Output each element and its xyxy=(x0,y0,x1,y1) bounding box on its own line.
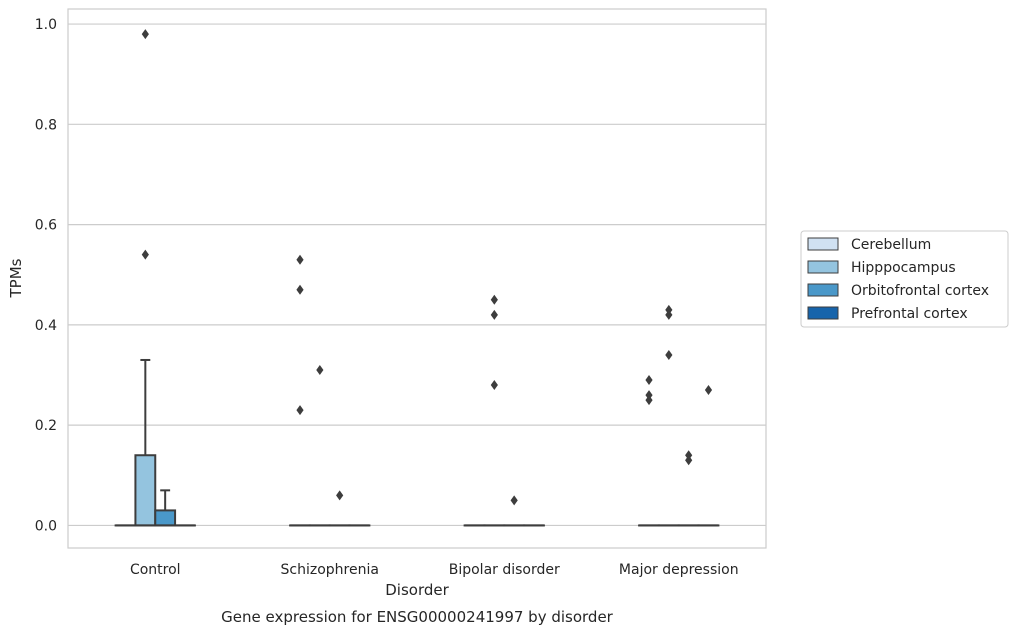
outlier-point xyxy=(685,455,693,466)
outlier-point xyxy=(490,294,498,305)
outlier-point xyxy=(704,385,713,396)
box-hipppocampus xyxy=(134,29,157,527)
outlier-point xyxy=(141,249,149,260)
box-orbitofrontal-cortex xyxy=(503,495,526,527)
box-cerebellum xyxy=(289,254,311,527)
y-tick-label: 0.2 xyxy=(35,418,57,434)
outlier-point xyxy=(510,495,518,506)
outlier-point xyxy=(645,375,653,386)
legend-label: Cerebellum xyxy=(851,237,931,253)
outlier-point xyxy=(296,254,304,265)
outlier-point xyxy=(665,349,673,360)
legend-label: Orbitofrontal cortex xyxy=(851,283,989,299)
outlier-point xyxy=(296,405,304,416)
legend-swatch xyxy=(807,283,839,297)
outlier-point xyxy=(490,309,498,320)
outlier-point xyxy=(296,284,304,295)
x-tick-label: Bipolar disorder xyxy=(449,562,560,578)
chart-caption: Gene expression for ENSG00000241997 by d… xyxy=(221,608,614,626)
y-tick-label: 0.8 xyxy=(35,117,57,133)
box-orbitofrontal-cortex xyxy=(328,490,351,527)
outlier-point xyxy=(316,365,324,376)
box-body xyxy=(134,454,157,527)
plot-area-frame xyxy=(67,8,767,549)
box-cerebellum xyxy=(638,375,660,527)
outlier-point xyxy=(645,390,653,401)
y-tick-label: 0.0 xyxy=(35,518,57,534)
x-tick-label: Major depression xyxy=(619,562,739,578)
legend-label: Hipppocampus xyxy=(851,260,956,276)
box-orbitofrontal-cortex xyxy=(677,450,700,527)
legend-label: Prefrontal cortex xyxy=(851,306,968,322)
y-axis-ticks: 0.0 0.2 0.4 0.6 0.8 1.0 xyxy=(35,17,57,534)
box-hipppocampus xyxy=(483,294,506,527)
legend: Cerebellum Hipppocampus Orbitofrontal cort… xyxy=(800,230,1009,328)
legend-swatch xyxy=(807,260,839,274)
legend-frame xyxy=(800,230,1009,328)
outlier-point xyxy=(645,395,653,406)
grid-lines xyxy=(68,23,766,527)
y-tick-label: 1.0 xyxy=(35,17,57,33)
boxes-layer xyxy=(114,29,720,527)
box-hipppocampus xyxy=(657,304,680,527)
y-tick-label: 0.4 xyxy=(35,318,57,334)
legend-swatch xyxy=(807,237,839,251)
box-body xyxy=(154,509,177,527)
outlier-point xyxy=(685,450,693,461)
y-axis-title: TPMs xyxy=(7,258,25,298)
box-hipppocampus xyxy=(308,365,331,527)
x-axis-ticks: Control Schizophrenia Bipolar disorder Majo… xyxy=(130,562,739,578)
legend-swatch xyxy=(807,306,839,320)
outlier-point xyxy=(665,309,673,320)
outlier-point xyxy=(336,490,344,501)
box-prefrontal-cortex xyxy=(697,385,720,527)
outlier-point xyxy=(665,304,673,315)
x-tick-label: Schizophrenia xyxy=(281,562,379,578)
x-axis-title: Disorder xyxy=(385,581,449,599)
outlier-point xyxy=(490,380,498,391)
box-orbitofrontal-cortex xyxy=(154,489,177,527)
outlier-point xyxy=(141,29,149,40)
x-tick-label: Control xyxy=(130,562,181,578)
y-tick-label: 0.6 xyxy=(35,218,57,234)
